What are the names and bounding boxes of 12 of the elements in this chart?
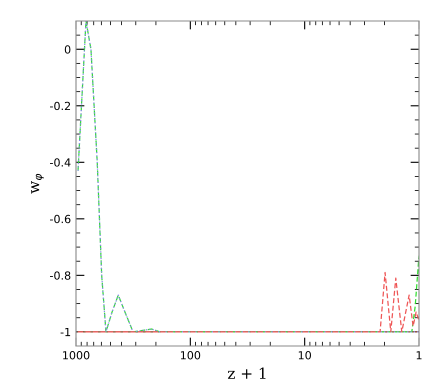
x-tick-label: 10 [298, 351, 311, 360]
y-axis-title: w$_{φ}$ [31, 174, 44, 194]
y-tick-label: -0.4 [50, 158, 71, 167]
x-axis-title: z + 1 [228, 367, 266, 379]
x-tick-label: 100 [180, 351, 200, 360]
y-tick-label: -0.8 [50, 271, 70, 280]
y-tick-label: 0 [64, 45, 70, 54]
x-tick-label: 1000 [63, 351, 90, 360]
y-tick-label: -0.2 [50, 102, 70, 110]
y-tick-label: -1 [60, 328, 70, 336]
y-tick-label: -0.6 [50, 214, 70, 224]
x-tick-label: 1 [416, 351, 422, 360]
